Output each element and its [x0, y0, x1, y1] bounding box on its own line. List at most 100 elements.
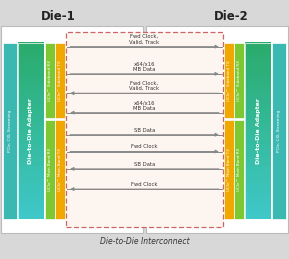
Bar [245, 117, 271, 122]
Bar [18, 69, 44, 74]
Bar [245, 73, 271, 78]
Text: Fwd Clock,
Valid, Track: Fwd Clock, Valid, Track [129, 34, 160, 45]
Bar [66, 32, 223, 227]
Bar [245, 179, 271, 184]
Bar [245, 214, 271, 219]
Bar [18, 201, 44, 206]
Bar [18, 82, 44, 87]
Bar [245, 205, 271, 210]
Text: PCIe, CXL Streaming: PCIe, CXL Streaming [8, 110, 12, 152]
Bar [18, 60, 44, 65]
Text: UCIe™ Main Band RX: UCIe™ Main Band RX [237, 148, 241, 191]
Bar [18, 135, 44, 140]
Bar [245, 82, 271, 87]
Bar [245, 175, 271, 179]
Bar [245, 122, 271, 126]
Bar [234, 120, 244, 219]
Bar [18, 197, 44, 201]
Bar [18, 157, 44, 162]
Text: UCIe™ Sideband RX: UCIe™ Sideband RX [237, 60, 241, 101]
Text: Die-1: Die-1 [40, 10, 75, 23]
Bar [18, 166, 44, 170]
Bar [18, 183, 44, 188]
Bar [18, 144, 44, 148]
Bar [245, 139, 271, 144]
Bar [224, 43, 234, 118]
Text: SB Data: SB Data [134, 162, 155, 167]
Bar [55, 120, 65, 219]
Bar [18, 161, 44, 166]
Bar [245, 47, 271, 52]
Bar [18, 153, 44, 157]
Bar [245, 109, 271, 113]
Bar [245, 126, 271, 131]
Bar [18, 214, 44, 219]
Bar [18, 109, 44, 113]
Text: x64/x16
MB Data: x64/x16 MB Data [133, 61, 156, 72]
Bar [18, 131, 44, 135]
Text: Fwd Clock: Fwd Clock [131, 182, 158, 187]
Text: Die-to-Die Adapter: Die-to-Die Adapter [255, 98, 261, 164]
Text: Die-to-Die Interconnect: Die-to-Die Interconnect [100, 237, 189, 246]
Bar [18, 47, 44, 52]
Bar [245, 104, 271, 109]
Bar [18, 73, 44, 78]
Text: UCIe™ Sideband RX: UCIe™ Sideband RX [48, 60, 52, 101]
Bar [272, 43, 286, 219]
Bar [45, 43, 55, 118]
Bar [18, 175, 44, 179]
Text: x64/x16
MB Data: x64/x16 MB Data [133, 100, 156, 111]
Text: UCIe™ Sideband TX: UCIe™ Sideband TX [58, 60, 62, 101]
Bar [245, 42, 271, 47]
Bar [245, 201, 271, 206]
Bar [18, 192, 44, 197]
Bar [18, 148, 44, 153]
Bar [245, 91, 271, 96]
Bar [18, 43, 44, 219]
Bar [18, 179, 44, 184]
Bar [245, 161, 271, 166]
Text: Die-to-Die Adapter: Die-to-Die Adapter [28, 98, 34, 164]
Bar [18, 100, 44, 104]
Bar [18, 91, 44, 96]
Bar [18, 122, 44, 126]
Bar [245, 166, 271, 170]
Bar [245, 64, 271, 69]
Bar [245, 60, 271, 65]
Bar [18, 56, 44, 60]
Bar [245, 69, 271, 74]
Bar [18, 210, 44, 214]
Bar [245, 188, 271, 192]
Bar [18, 113, 44, 118]
Bar [245, 78, 271, 82]
Bar [245, 56, 271, 60]
Bar [245, 210, 271, 214]
Bar [18, 170, 44, 175]
Bar [245, 197, 271, 201]
Text: SB Data: SB Data [134, 128, 155, 133]
Bar [245, 95, 271, 100]
Bar [245, 135, 271, 140]
Bar [18, 104, 44, 109]
Text: UCIe™ Sideband TX: UCIe™ Sideband TX [227, 60, 231, 101]
Bar [18, 51, 44, 56]
Bar [245, 43, 271, 219]
Bar [234, 43, 244, 118]
Text: UCIe™ Main Band RX: UCIe™ Main Band RX [48, 148, 52, 191]
Bar [245, 170, 271, 175]
Bar [146, 26, 288, 233]
Bar [224, 120, 234, 219]
Bar [18, 64, 44, 69]
Bar [18, 78, 44, 82]
Text: PCIe, CXL Streaming: PCIe, CXL Streaming [277, 110, 281, 152]
Bar [245, 157, 271, 162]
Text: UCIe™ Main Band TX: UCIe™ Main Band TX [58, 148, 62, 191]
Bar [245, 183, 271, 188]
Text: Fwd Clock: Fwd Clock [131, 145, 158, 149]
Text: Fwd Clock,
Valid, Track: Fwd Clock, Valid, Track [129, 81, 160, 91]
Bar [1, 26, 143, 233]
Bar [45, 120, 55, 219]
Bar [18, 188, 44, 192]
Bar [18, 42, 44, 47]
Bar [245, 131, 271, 135]
